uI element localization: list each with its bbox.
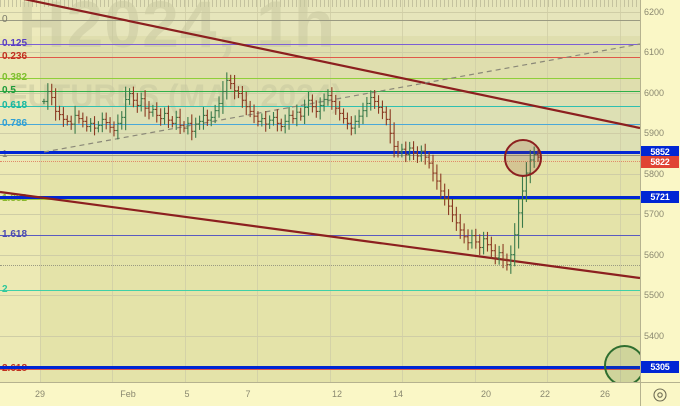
time-tick: 20 [480, 389, 492, 399]
fib-label-1: 1 [2, 149, 8, 160]
price-tick: 5700 [644, 209, 665, 219]
time-tick: 29 [34, 389, 46, 399]
price-tick: 5800 [644, 169, 665, 179]
gridline-vertical [40, 0, 41, 382]
fib-label-0618: 0.618 [2, 100, 28, 111]
gridline-horizontal [0, 12, 640, 13]
price-level-5305[interactable] [0, 366, 640, 369]
gridline-vertical [402, 0, 403, 382]
top-ruler-strip [0, 0, 640, 7]
fib-line-1 [0, 155, 640, 156]
fib-label-0236: 0.236 [2, 51, 28, 62]
trendlines-layer [0, 0, 640, 280]
fib-line-0786 [0, 124, 640, 125]
study-dotted-mid [0, 265, 640, 266]
scale-divider [640, 383, 641, 406]
gridline-horizontal [0, 52, 640, 53]
fib-line-0236 [0, 57, 640, 58]
time-tick: 5 [184, 389, 190, 399]
fib-line-0382 [0, 78, 640, 79]
price-tick: 5500 [644, 290, 665, 300]
price-scale[interactable]: 6200 6100 6000 5900 5800 5700 5600 5500 … [640, 0, 680, 382]
fib-line-05 [0, 91, 640, 92]
fib-label-0125: 0.125 [2, 38, 28, 49]
time-tick: 14 [392, 389, 404, 399]
fib-line-0125 [0, 44, 640, 45]
price-tick: 6200 [644, 7, 665, 17]
fib-label-05: 0.5 [2, 85, 16, 96]
price-level-5852[interactable] [0, 151, 640, 154]
gridline-vertical [475, 0, 476, 382]
gridline-horizontal [0, 295, 640, 296]
price-tick: 5400 [644, 331, 665, 341]
gridline-vertical [330, 0, 331, 382]
gridline-vertical [257, 0, 258, 382]
time-scale[interactable]: 29 Feb 5 7 12 14 20 22 26 [0, 382, 680, 406]
time-tick: 12 [331, 389, 343, 399]
fib-label-gutter [0, 0, 40, 382]
trendline-down-lower [0, 190, 640, 280]
price-level-5822-dotted [0, 161, 640, 162]
fib-line-1382 [0, 199, 640, 200]
time-tick: 7 [245, 389, 251, 399]
price-series[interactable] [0, 0, 640, 382]
gridline-horizontal [0, 133, 640, 134]
trendline-up-dashed [43, 43, 640, 153]
marker-circle-green[interactable] [604, 345, 640, 382]
price-tick: 6000 [644, 88, 665, 98]
gridline-horizontal [0, 93, 640, 94]
fib-line-2618 [0, 369, 640, 370]
fib-label-0: 0 [2, 14, 8, 25]
fib-label-2: 2 [2, 284, 8, 295]
price-badge-5852[interactable]: 5852 [641, 146, 679, 158]
gridline-horizontal [0, 214, 640, 215]
marker-circle-red[interactable] [504, 139, 542, 177]
fib-line-0 [0, 20, 640, 21]
fib-label-1618: 1.618 [2, 229, 28, 240]
gridline-vertical [112, 0, 113, 382]
gear-icon[interactable] [650, 387, 670, 403]
price-badge-5822[interactable]: 5822 [641, 156, 679, 168]
price-tick: 5900 [644, 128, 665, 138]
time-tick: Feb [120, 389, 136, 399]
gridline-vertical [547, 0, 548, 382]
price-tick: 6100 [644, 47, 665, 57]
fib-label-0382: 0.382 [2, 72, 28, 83]
gridline-horizontal [0, 336, 640, 337]
gridline-horizontal [0, 174, 640, 175]
time-tick: 26 [599, 389, 611, 399]
trendline-down-upper [23, 0, 640, 130]
time-tick: 22 [539, 389, 551, 399]
gridline-vertical [185, 0, 186, 382]
gridline-vertical [620, 0, 621, 382]
price-level-5721[interactable] [0, 196, 640, 199]
gridline-horizontal [0, 255, 640, 256]
price-tick: 5600 [644, 250, 665, 260]
price-badge-5721[interactable]: 5721 [641, 191, 679, 203]
chart-plot-area[interactable]: H2024, 1h FUTURES (MAR 2024) 0 0.125 0.2… [0, 0, 640, 382]
fib-line-2 [0, 290, 640, 291]
fib-label-0786: 0.786 [2, 118, 28, 129]
price-badge-5305[interactable]: 5305 [641, 361, 679, 373]
